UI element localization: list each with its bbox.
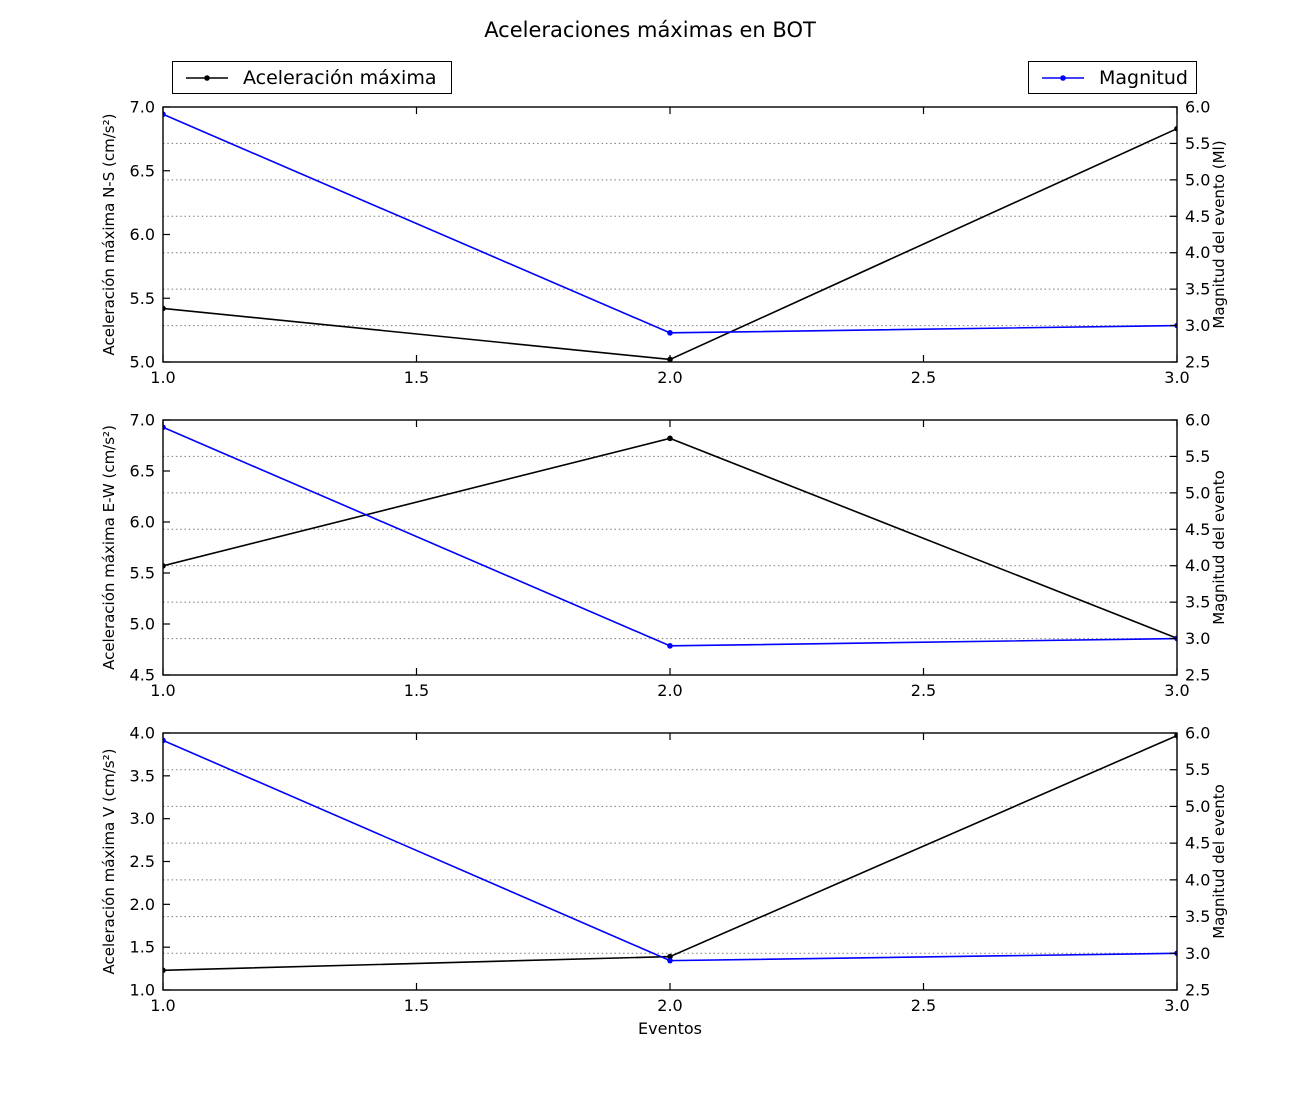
ylabel-right: Magnitud del evento (Ml) (1210, 140, 1228, 328)
y-tick-label-left: 7.0 (130, 98, 155, 117)
y-tick-label-right: 4.5 (1185, 207, 1210, 226)
magnitud-line (163, 739, 1177, 962)
aceleracion-maxima-marker (667, 953, 673, 960)
y-tick-label-left: 5.0 (130, 615, 155, 634)
y-tick-label-left: 7.0 (130, 411, 155, 430)
aceleracion-line-sample-icon (186, 74, 228, 81)
x-tick-label: 2.5 (911, 996, 936, 1015)
legend-magnitud-label: Magnitud (1099, 66, 1188, 89)
magnitud-line (163, 426, 1177, 647)
y-tick-label-left: 4.0 (130, 724, 155, 743)
y-tick-label-left: 2.5 (130, 852, 155, 871)
legend-aceleracion-label: Aceleración máxima (243, 66, 437, 89)
x-tick-label: 2.0 (657, 681, 682, 700)
y-tick-label-right: 2.5 (1185, 666, 1210, 685)
y-tick-label-left: 5.5 (130, 564, 155, 583)
y-tick-label-right: 5.0 (1185, 170, 1210, 189)
y-tick-label-left: 6.5 (130, 462, 155, 481)
y-tick-label-right: 3.0 (1185, 629, 1210, 648)
magnitud-line-sample-icon (1042, 74, 1084, 81)
y-tick-label-left: 3.0 (130, 809, 155, 828)
ylabel-left: Aceleración máxima V (cm/s²) (100, 749, 118, 975)
magnitud-line (163, 113, 1177, 334)
x-tick-label: 3.0 (1164, 681, 1189, 700)
magnitud-marker (667, 957, 673, 964)
x-tick-label: 2.5 (911, 368, 936, 387)
x-tick-label: 3.0 (1164, 996, 1189, 1015)
x-tick-label: 1.0 (150, 996, 175, 1015)
y-tick-label-right: 6.0 (1185, 411, 1210, 430)
y-tick-label-right: 5.0 (1185, 483, 1210, 502)
x-tick-label: 1.5 (404, 996, 429, 1015)
magnitud-marker (667, 330, 673, 336)
y-tick-label-left: 6.0 (130, 225, 155, 244)
y-tick-label-right: 2.5 (1185, 353, 1210, 372)
y-tick-label-right: 5.5 (1185, 134, 1210, 153)
aceleracion-maxima-line (163, 127, 1177, 361)
x-tick-label: 2.0 (657, 996, 682, 1015)
y-tick-label-left: 6.5 (130, 161, 155, 180)
y-tick-label-right: 3.0 (1185, 316, 1210, 335)
y-tick-label-right: 4.0 (1185, 870, 1210, 889)
y-tick-label-left: 1.0 (130, 981, 155, 1000)
subplot-3: 1.0 1.5 2.0 2.5 3.01.01.52.02.53.03.54.02.53… (100, 724, 1228, 1039)
y-tick-label-left: 4.5 (130, 666, 155, 685)
x-tick-label: 1.0 (150, 681, 175, 700)
x-tick-label: 1.5 (404, 681, 429, 700)
magnitud-marker (667, 643, 673, 649)
aceleracion-maxima-line (163, 734, 1177, 972)
y-tick-label-right: 3.5 (1185, 593, 1210, 612)
x-tick-label: 2.5 (911, 681, 936, 700)
y-tick-label-right: 3.5 (1185, 280, 1210, 299)
y-tick-label-right: 4.5 (1185, 834, 1210, 853)
y-tick-label-right: 4.5 (1185, 520, 1210, 539)
y-tick-label-left: 5.5 (130, 289, 155, 308)
ylabel-right: Magnitud del evento (1210, 784, 1228, 939)
y-tick-label-right: 5.0 (1185, 797, 1210, 816)
y-tick-label-right: 5.5 (1185, 760, 1210, 779)
y-tick-label-right: 3.5 (1185, 907, 1210, 926)
ylabel-right: Magnitud del evento (1210, 470, 1228, 625)
x-tick-label: 3.0 (1164, 368, 1189, 387)
y-tick-label-right: 6.0 (1185, 98, 1210, 117)
legend-aceleracion-maxima: Aceleración máxima (172, 61, 452, 94)
y-tick-label-right: 4.0 (1185, 243, 1210, 262)
y-tick-label-left: 2.0 (130, 895, 155, 914)
figure-title: Aceleraciones máximas en BOT (484, 18, 816, 42)
y-tick-label-right: 3.0 (1185, 944, 1210, 963)
y-tick-label-left: 5.0 (130, 353, 155, 372)
y-tick-label-left: 1.5 (130, 938, 155, 957)
x-tick-label: 2.0 (657, 368, 682, 387)
subplot-1: 1.0 1.5 2.0 2.5 3.05.05.56.06.57.02.53.03.54… (100, 98, 1228, 388)
subplot-2: 1.0 1.5 2.0 2.5 3.04.55.05.56.06.57.02.53.03… (100, 411, 1228, 701)
aceleracion-maxima-marker (667, 435, 673, 442)
ylabel-left: Aceleración máxima N-S (cm/s²) (100, 114, 118, 356)
ylabel-left: Aceleración máxima E-W (cm/s²) (100, 425, 118, 670)
y-tick-label-right: 5.5 (1185, 447, 1210, 466)
legend-magnitud: Magnitud (1028, 61, 1197, 94)
x-tick-label: 1.0 (150, 368, 175, 387)
y-tick-label-left: 6.0 (130, 513, 155, 532)
axes-frame (162, 419, 1178, 676)
y-tick-label-left: 3.5 (130, 766, 155, 785)
axes-frame (162, 732, 1178, 991)
x-tick-label: 1.5 (404, 368, 429, 387)
aceleracion-maxima-line (163, 437, 1177, 640)
xlabel: Eventos (638, 1019, 702, 1038)
y-tick-label-right: 6.0 (1185, 724, 1210, 743)
y-tick-label-right: 4.0 (1185, 556, 1210, 575)
y-tick-label-right: 2.5 (1185, 981, 1210, 1000)
